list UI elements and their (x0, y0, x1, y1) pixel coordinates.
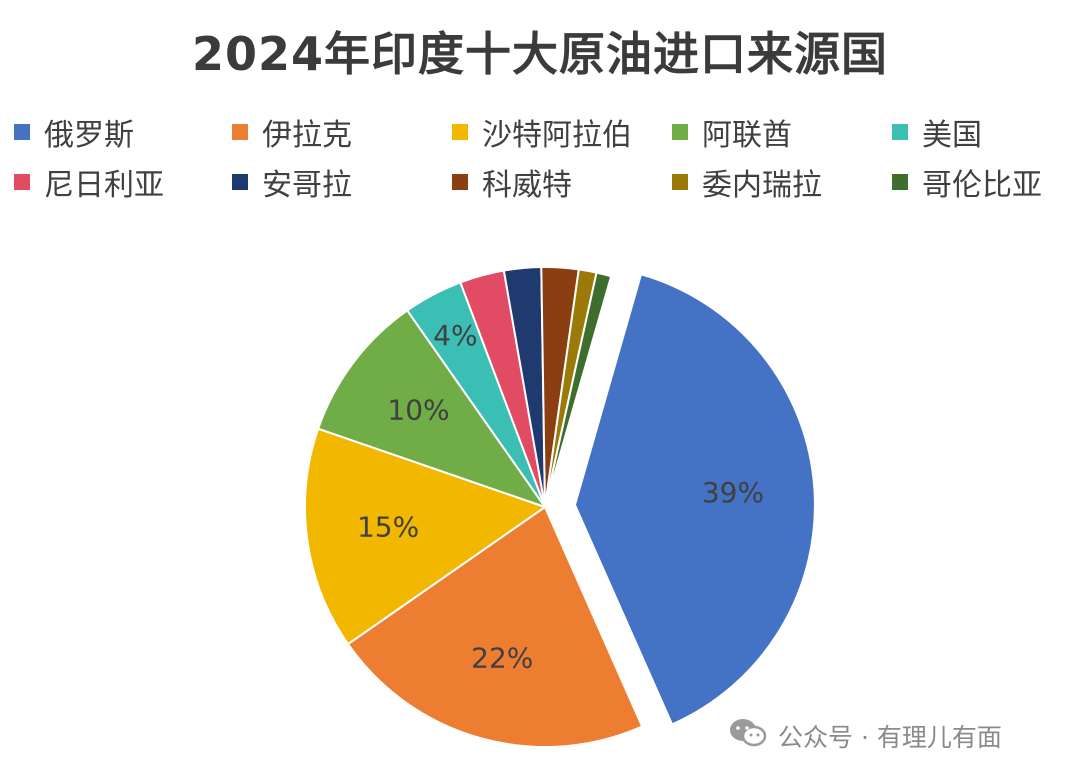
legend-swatch (672, 174, 688, 190)
legend-item: 尼日利亚 (14, 162, 164, 203)
pie-slice (304, 427, 548, 646)
data-label: 10% (387, 394, 449, 427)
legend-label: 科威特 (482, 168, 572, 203)
data-label: 39% (702, 476, 764, 509)
wechat-icon (728, 717, 768, 755)
legend-swatch (232, 174, 248, 190)
legend-label: 安哥拉 (262, 168, 352, 203)
legend-item: 美国 (892, 112, 982, 153)
legend-label: 阿联酋 (702, 118, 792, 153)
legend-label: 尼日利亚 (44, 168, 164, 203)
legend-item: 沙特阿拉伯 (452, 112, 632, 153)
legend-item: 科威特 (452, 162, 572, 203)
legend-swatch (452, 124, 468, 140)
legend-swatch (452, 174, 468, 190)
legend-label: 哥伦比亚 (922, 168, 1042, 203)
legend-label: 美国 (922, 118, 982, 153)
legend-label: 委内瑞拉 (702, 168, 822, 203)
watermark-text: 公众号 · 有理儿有面 (778, 723, 1002, 752)
data-label: 22% (471, 642, 533, 675)
data-label: 15% (357, 511, 419, 544)
pie-slice (346, 505, 644, 748)
legend-swatch (672, 124, 688, 140)
pie-slice (573, 272, 816, 726)
pie-slice (544, 271, 613, 508)
legend-label: 伊拉克 (262, 118, 352, 153)
legend-swatch (232, 124, 248, 140)
legend-item: 阿联酋 (672, 112, 792, 153)
legend-swatch (892, 174, 908, 190)
legend-item: 俄罗斯 (14, 112, 134, 153)
legend-label: 俄罗斯 (44, 118, 134, 153)
watermark: 公众号 · 有理儿有面 (728, 718, 1002, 754)
legend-item: 委内瑞拉 (672, 162, 822, 203)
chart-title: 2024年印度十大原油进口来源国 (191, 27, 889, 81)
legend-swatch (14, 174, 30, 190)
legend-label: 沙特阿拉伯 (482, 118, 632, 153)
legend-item: 哥伦比亚 (892, 162, 1042, 203)
legend-item: 安哥拉 (232, 162, 352, 203)
legend-swatch (892, 124, 908, 140)
legend-swatch (14, 124, 30, 140)
pie-slice (316, 309, 548, 509)
data-label: 4% (433, 319, 477, 352)
legend-item: 伊拉克 (232, 112, 352, 153)
